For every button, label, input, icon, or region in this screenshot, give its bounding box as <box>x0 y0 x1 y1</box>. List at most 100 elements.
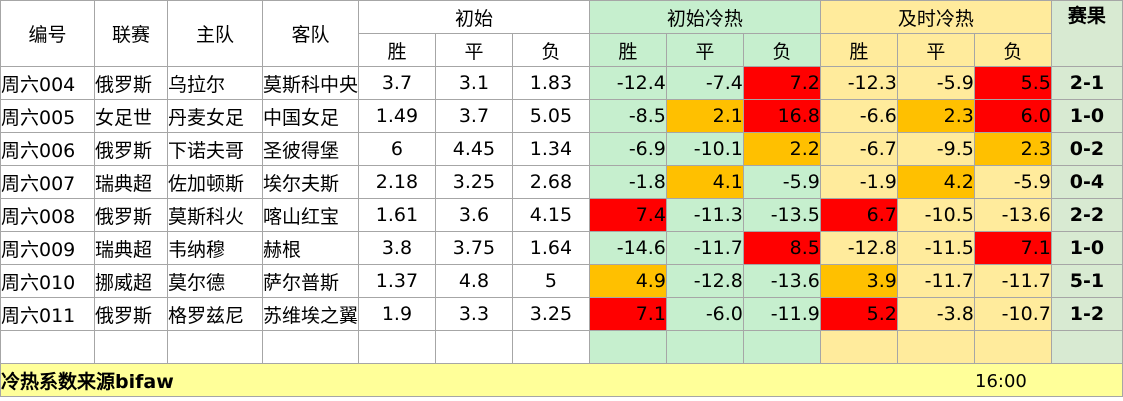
cell-league[interactable]: 俄罗斯 <box>93 66 168 100</box>
cell-initial-hot[interactable]: -13.6 <box>742 264 821 298</box>
cell-live-hot[interactable]: 6.0 <box>973 99 1052 133</box>
header-home[interactable]: 主队 <box>166 0 263 67</box>
header-initial-hot[interactable]: 初始冷热 <box>588 0 821 34</box>
cell-initial-hot[interactable]: 7.4 <box>588 198 667 232</box>
header-ih-draw[interactable]: 平 <box>665 33 744 67</box>
cell-live-hot[interactable]: 2.3 <box>896 99 975 133</box>
cell-id[interactable]: 周六004 <box>0 66 95 100</box>
cell-initial-odds[interactable]: 3.25 <box>434 165 513 199</box>
cell-id[interactable]: 周六010 <box>0 264 95 298</box>
cell-league[interactable]: 瑞典超 <box>93 231 168 265</box>
empty-cell[interactable] <box>819 330 898 364</box>
cell-initial-odds[interactable]: 3.25 <box>511 297 590 331</box>
cell-initial-hot[interactable]: -8.5 <box>588 99 667 133</box>
cell-home[interactable]: 佐加顿斯 <box>166 165 263 199</box>
header-initial-draw[interactable]: 平 <box>434 33 513 67</box>
cell-away[interactable]: 埃尔夫斯 <box>261 165 359 199</box>
cell-home[interactable]: 格罗兹尼 <box>166 297 263 331</box>
cell-live-hot[interactable]: 7.1 <box>973 231 1052 265</box>
cell-away[interactable]: 中国女足 <box>261 99 359 133</box>
cell-away[interactable]: 莫斯科中央 <box>261 66 359 100</box>
cell-live-hot[interactable]: -5.9 <box>973 165 1052 199</box>
cell-initial-odds[interactable]: 1.37 <box>357 264 436 298</box>
cell-id[interactable]: 周六006 <box>0 132 95 166</box>
header-result[interactable]: 赛果 <box>1050 0 1123 67</box>
cell-initial-hot[interactable]: 8.5 <box>742 231 821 265</box>
cell-initial-odds[interactable]: 1.34 <box>511 132 590 166</box>
cell-initial-odds[interactable]: 3.75 <box>434 231 513 265</box>
cell-initial-hot[interactable]: -5.9 <box>742 165 821 199</box>
cell-result[interactable]: 5-1 <box>1050 264 1123 298</box>
cell-home[interactable]: 下诺夫哥 <box>166 132 263 166</box>
empty-cell[interactable] <box>357 330 436 364</box>
cell-initial-odds[interactable]: 3.7 <box>357 66 436 100</box>
empty-cell[interactable] <box>588 330 667 364</box>
cell-id[interactable]: 周六009 <box>0 231 95 265</box>
cell-initial-hot[interactable]: -14.6 <box>588 231 667 265</box>
cell-result[interactable]: 2-2 <box>1050 198 1123 232</box>
cell-initial-odds[interactable]: 4.8 <box>434 264 513 298</box>
cell-initial-odds[interactable]: 5 <box>511 264 590 298</box>
cell-league[interactable]: 女足世 <box>93 99 168 133</box>
cell-live-hot[interactable]: -9.5 <box>896 132 975 166</box>
header-lh-draw[interactable]: 平 <box>896 33 975 67</box>
header-lh-win[interactable]: 胜 <box>819 33 898 67</box>
header-away[interactable]: 客队 <box>261 0 359 67</box>
cell-initial-hot[interactable]: -12.4 <box>588 66 667 100</box>
cell-live-hot[interactable]: 3.9 <box>819 264 898 298</box>
empty-cell[interactable] <box>973 330 1052 364</box>
header-initial[interactable]: 初始 <box>357 0 590 34</box>
cell-live-hot[interactable]: 6.7 <box>819 198 898 232</box>
cell-initial-hot[interactable]: -7.4 <box>665 66 744 100</box>
cell-live-hot[interactable]: 4.2 <box>896 165 975 199</box>
cell-live-hot[interactable]: -12.3 <box>819 66 898 100</box>
empty-cell[interactable] <box>261 330 359 364</box>
cell-initial-odds[interactable]: 1.61 <box>357 198 436 232</box>
cell-live-hot[interactable]: -10.7 <box>973 297 1052 331</box>
cell-initial-hot[interactable]: -12.8 <box>665 264 744 298</box>
empty-cell[interactable] <box>434 330 513 364</box>
header-id[interactable]: 编号 <box>0 0 95 67</box>
cell-away[interactable]: 苏维埃之翼 <box>261 297 359 331</box>
cell-initial-hot[interactable]: 4.9 <box>588 264 667 298</box>
cell-initial-hot[interactable]: -1.8 <box>588 165 667 199</box>
cell-result[interactable]: 0-2 <box>1050 132 1123 166</box>
cell-initial-odds[interactable]: 3.7 <box>434 99 513 133</box>
cell-result[interactable]: 1-0 <box>1050 99 1123 133</box>
cell-live-hot[interactable]: -5.9 <box>896 66 975 100</box>
cell-result[interactable]: 0-4 <box>1050 165 1123 199</box>
cell-initial-hot[interactable]: -13.5 <box>742 198 821 232</box>
cell-initial-odds[interactable]: 1.49 <box>357 99 436 133</box>
cell-initial-hot[interactable]: -6.0 <box>665 297 744 331</box>
cell-live-hot[interactable]: -11.7 <box>973 264 1052 298</box>
header-live-hot[interactable]: 及时冷热 <box>819 0 1052 34</box>
cell-initial-hot[interactable]: 7.2 <box>742 66 821 100</box>
cell-initial-odds[interactable]: 5.05 <box>511 99 590 133</box>
cell-initial-odds[interactable]: 3.8 <box>357 231 436 265</box>
cell-initial-hot[interactable]: 2.1 <box>665 99 744 133</box>
empty-cell[interactable] <box>166 330 263 364</box>
cell-live-hot[interactable]: -3.8 <box>896 297 975 331</box>
cell-league[interactable]: 俄罗斯 <box>93 297 168 331</box>
empty-cell[interactable] <box>896 330 975 364</box>
cell-initial-hot[interactable]: 2.2 <box>742 132 821 166</box>
cell-initial-odds[interactable]: 3.1 <box>434 66 513 100</box>
empty-cell[interactable] <box>511 330 590 364</box>
cell-away[interactable]: 喀山红宝 <box>261 198 359 232</box>
header-initial-win[interactable]: 胜 <box>357 33 436 67</box>
cell-live-hot[interactable]: 5.5 <box>973 66 1052 100</box>
cell-initial-odds[interactable]: 3.3 <box>434 297 513 331</box>
cell-initial-odds[interactable]: 4.15 <box>511 198 590 232</box>
cell-initial-odds[interactable]: 1.64 <box>511 231 590 265</box>
cell-initial-hot[interactable]: -10.1 <box>665 132 744 166</box>
cell-home[interactable]: 丹麦女足 <box>166 99 263 133</box>
cell-live-hot[interactable]: -6.6 <box>819 99 898 133</box>
empty-cell[interactable] <box>742 330 821 364</box>
cell-league[interactable]: 俄罗斯 <box>93 198 168 232</box>
cell-initial-odds[interactable]: 4.45 <box>434 132 513 166</box>
cell-live-hot[interactable]: -10.5 <box>896 198 975 232</box>
cell-home[interactable]: 莫尔德 <box>166 264 263 298</box>
header-initial-lose[interactable]: 负 <box>511 33 590 67</box>
cell-league[interactable]: 俄罗斯 <box>93 132 168 166</box>
cell-league[interactable]: 瑞典超 <box>93 165 168 199</box>
